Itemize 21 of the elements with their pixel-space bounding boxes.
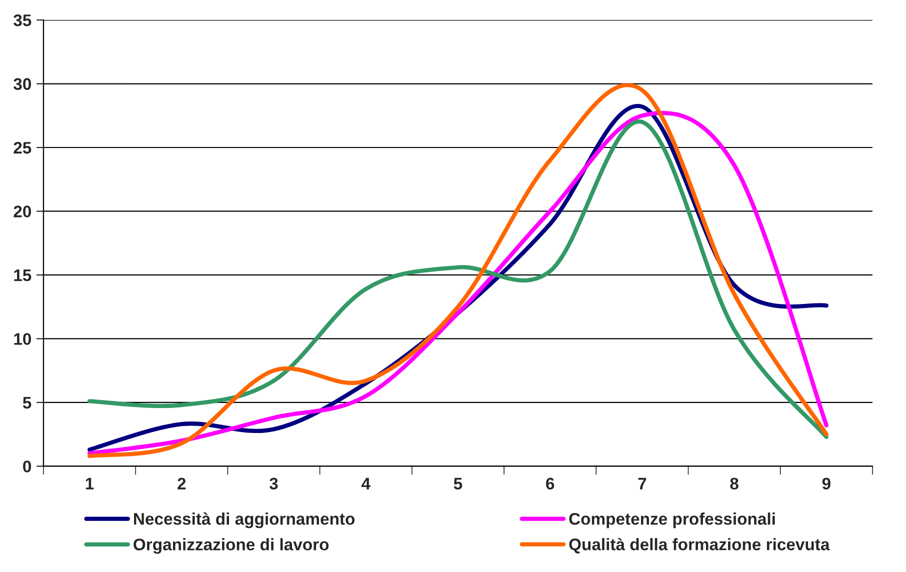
x-tick-label: 1: [86, 478, 94, 490]
x-tick-label: 7: [638, 478, 646, 490]
x-tick-label: 6: [546, 478, 554, 490]
x-tick-label: 9: [822, 478, 830, 490]
y-tick-label: 35: [14, 14, 32, 26]
y-tick-label: 25: [14, 142, 32, 154]
x-tick-label: 3: [270, 478, 278, 490]
legend-label: Necessità di aggiornamento: [134, 512, 355, 528]
y-tick-label: 30: [14, 78, 31, 90]
x-tick-label: 4: [361, 478, 370, 490]
x-tick-label: 8: [730, 478, 738, 490]
y-tick-label: 20: [14, 206, 31, 218]
legend-label: Qualità della formazione ricevuta: [569, 538, 830, 554]
y-tick-label: 10: [14, 333, 31, 345]
legend-label: Competenze professionali: [569, 512, 775, 528]
x-tick-label: 5: [454, 478, 462, 490]
y-tick-label: 0: [23, 460, 31, 472]
y-tick-label: 15: [14, 270, 32, 282]
legend-label: Organizzazione di lavoro: [134, 538, 329, 554]
x-tick-label: 2: [178, 478, 186, 490]
y-tick-label: 5: [22, 397, 32, 409]
